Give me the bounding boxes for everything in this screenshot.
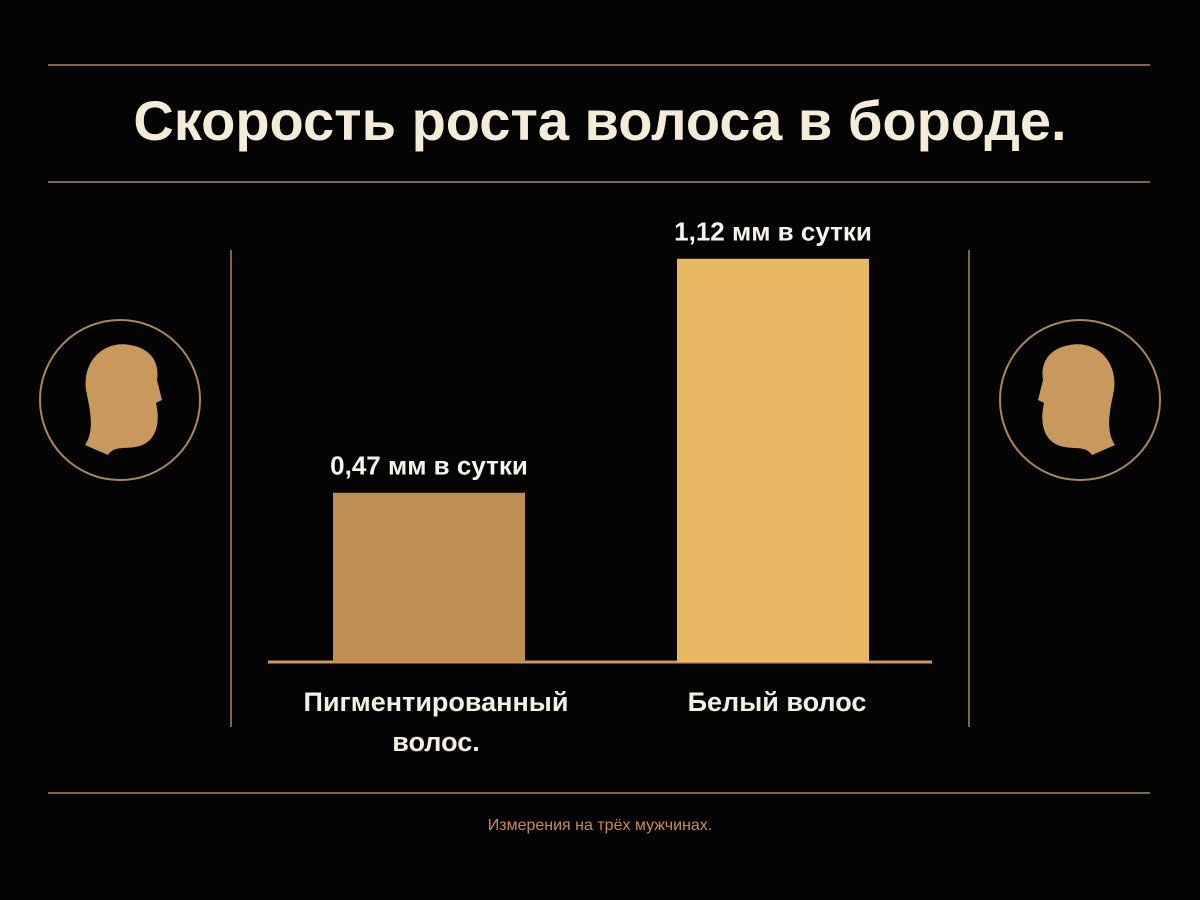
x-tick-label: Белый волос	[687, 687, 867, 717]
bar	[333, 492, 525, 662]
value-label: 0,47 мм в сутки	[330, 451, 528, 481]
value-label: 1,12 мм в сутки	[674, 217, 872, 247]
x-tick-label: Пигментированный волос.	[303, 687, 569, 757]
footnote: Измерения на трёх мужчинах.	[488, 817, 713, 834]
frame	[48, 64, 1150, 794]
icon-right	[999, 319, 1161, 481]
icon-head	[85, 344, 162, 455]
icon-circle	[999, 319, 1161, 481]
icon-left	[39, 319, 201, 481]
icon-head	[1038, 344, 1115, 455]
bar	[677, 258, 869, 662]
chart-title: Скорость роста волоса в бороде.	[133, 89, 1066, 152]
icon-circle	[39, 319, 201, 481]
